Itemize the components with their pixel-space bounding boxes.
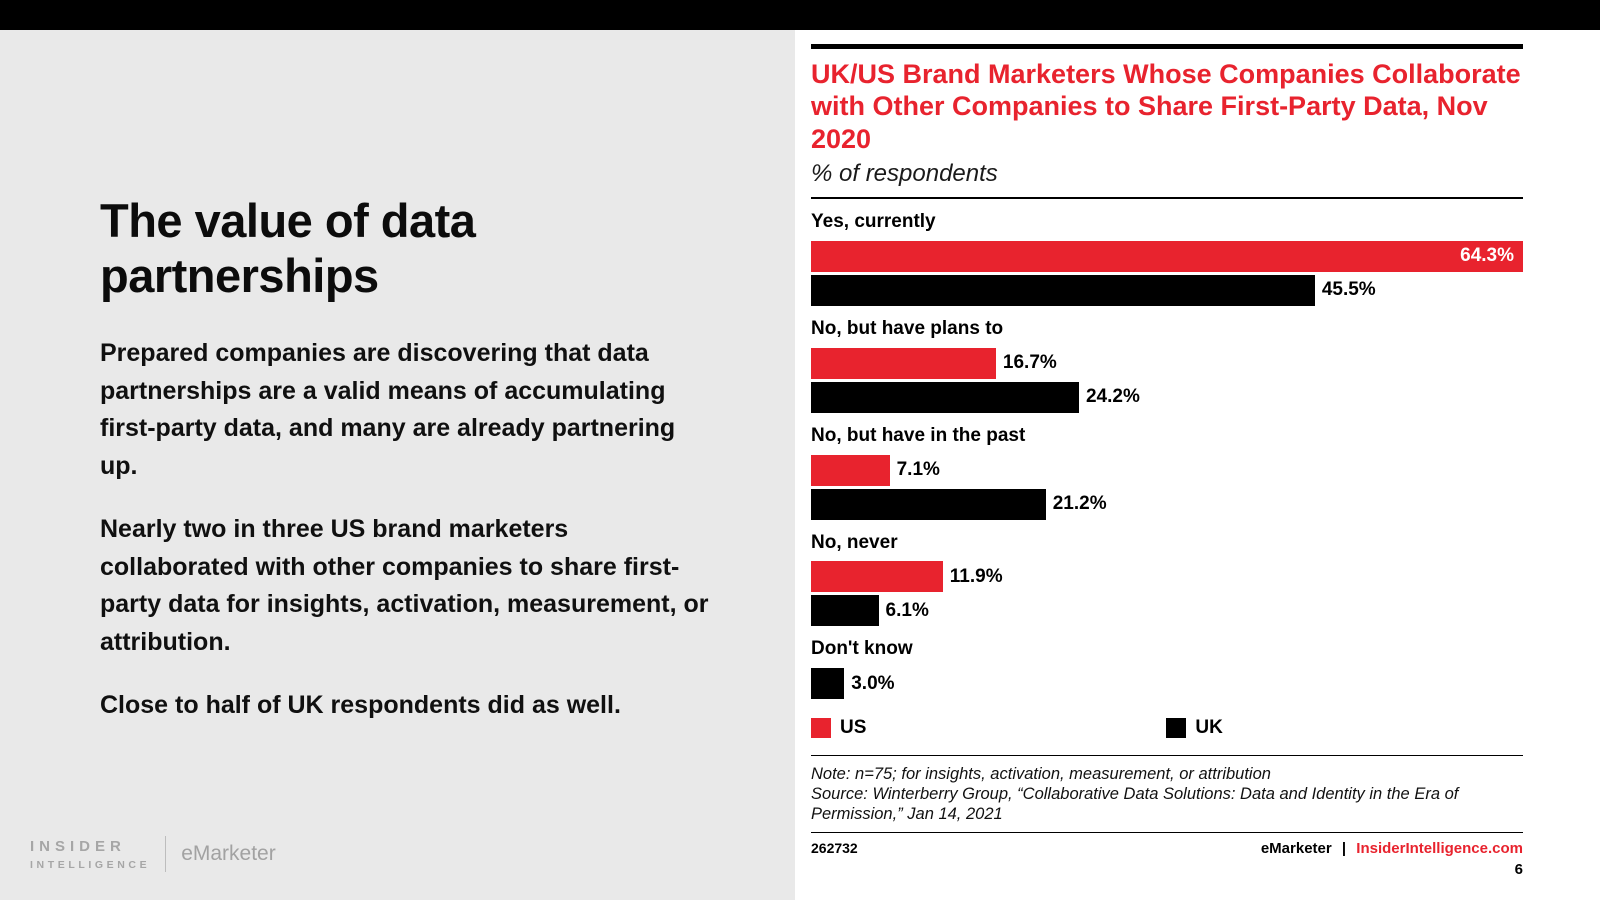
bar-row: 11.9% [811, 561, 1523, 593]
category-group: Yes, currently 64.3% 45.5% [811, 211, 1523, 306]
chart-note: Note: n=75; for insights, activation, me… [811, 765, 1271, 784]
value-label: 16.7% [1002, 352, 1057, 374]
brand-footer: INSIDER INTELLIGENCE eMarketer [30, 836, 276, 872]
bar-us [811, 454, 890, 486]
legend-swatch-us [811, 718, 831, 739]
category-group: No, but have plans to 16.7% 24.2% [811, 318, 1523, 413]
legend-item-uk: UK [1166, 717, 1223, 739]
chart-panel: UK/US Brand Marketers Whose Companies Co… [795, 30, 1529, 900]
bar-row: 6.1% [811, 595, 1523, 627]
chart-subtitle-rule [811, 197, 1523, 200]
insider-logo-line1: INSIDER [30, 837, 126, 855]
legend-item-us: US [811, 717, 866, 739]
footer-attribution: eMarketer | InsiderIntelligence.com [1261, 840, 1523, 857]
category-group: No, but have in the past 7.1% 21.2% [811, 425, 1523, 520]
category-label: No, never [811, 531, 898, 553]
bar-us [811, 347, 996, 379]
category-label: Yes, currently [811, 211, 936, 233]
body-paragraph: Prepared companies are discovering that … [100, 339, 676, 480]
value-label: 21.2% [1052, 493, 1107, 515]
chart-notes: Note: n=75; for insights, activation, me… [811, 764, 1523, 824]
category-group: Don't know 3.0% [811, 638, 1523, 700]
chart-legend: US UK [811, 717, 1523, 739]
slide-body: Prepared companies are discovering that … [100, 335, 795, 725]
note-rule [811, 755, 1523, 757]
chart-top-rule [811, 44, 1523, 49]
emarketer-logo: eMarketer [181, 842, 276, 865]
bar-row: 7.1% [811, 454, 1523, 486]
bar-uk [811, 274, 1315, 306]
category-label: No, but have in the past [811, 424, 1026, 446]
value-label: 7.1% [896, 459, 940, 481]
body-paragraph: Nearly two in three US brand marketers c… [100, 515, 709, 656]
legend-swatch-uk [1166, 718, 1187, 739]
legend-label: UK [1195, 717, 1223, 739]
left-text-panel: The value of data partnerships Prepared … [0, 30, 795, 900]
value-label: 6.1% [885, 599, 929, 621]
chart-rows: Yes, currently 64.3% 45.5% No, but have pla… [811, 211, 1523, 700]
bar-uk [811, 381, 1079, 413]
page-number: 6 [1514, 860, 1523, 878]
right-edge-strip [1529, 30, 1600, 900]
footer-rule [811, 831, 1523, 833]
body-paragraph: Close to half of UK respondents did as w… [100, 691, 621, 720]
top-accent-bar [0, 0, 1600, 30]
slide-title: The value of data partnerships [100, 194, 476, 302]
bar-uk [811, 488, 1046, 520]
bar-uk [811, 668, 845, 700]
value-label: 24.2% [1085, 386, 1140, 408]
footer-emarketer: eMarketer [1260, 839, 1332, 857]
value-label: 11.9% [949, 565, 1003, 587]
bar-row: 21.2% [811, 488, 1523, 520]
logo-divider [165, 836, 167, 872]
chart-source: Source: Winterberry Group, “Collaborativ… [811, 785, 1459, 824]
footer-separator: | [1341, 839, 1347, 857]
bar-row: 24.2% [811, 381, 1523, 413]
category-group: No, never 11.9% 6.1% [811, 532, 1523, 627]
chart-title: UK/US Brand Marketers Whose Companies Co… [811, 59, 1521, 154]
chart-footer: 262732 eMarketer | InsiderIntelligence.c… [811, 840, 1523, 857]
insider-logo-line2: INTELLIGENCE [30, 858, 151, 871]
insider-intelligence-logo: INSIDER INTELLIGENCE [30, 838, 150, 871]
category-label: Don't know [811, 638, 913, 660]
category-label: No, but have plans to [811, 317, 1004, 339]
bar-us [811, 561, 943, 593]
bar-row: 16.7% [811, 347, 1523, 379]
legend-label: US [840, 717, 867, 739]
value-label: 45.5% [1321, 279, 1376, 301]
insider-intelligence-link[interactable]: InsiderIntelligence.com [1356, 839, 1523, 857]
value-label: 64.3% [1460, 245, 1514, 267]
bar-uk [811, 595, 879, 627]
chart-id: 262732 [811, 839, 858, 856]
bar-us: 64.3% [811, 240, 1523, 272]
bar-row: 64.3% [811, 240, 1523, 272]
value-label: 3.0% [851, 672, 895, 694]
bar-row: 3.0% [811, 668, 1523, 700]
chart-subtitle: % of respondents [811, 160, 998, 188]
bar-row: 45.5% [811, 274, 1523, 306]
